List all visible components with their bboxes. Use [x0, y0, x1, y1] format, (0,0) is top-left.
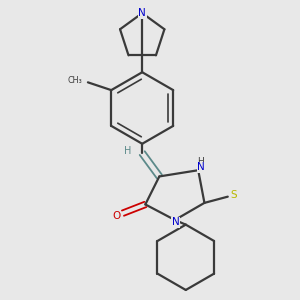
Text: N: N [138, 8, 146, 18]
Text: H: H [197, 157, 204, 166]
Text: H: H [124, 146, 131, 156]
Text: CH₃: CH₃ [68, 76, 82, 85]
Text: N: N [197, 162, 205, 172]
Text: O: O [112, 211, 121, 221]
Text: S: S [230, 190, 237, 200]
Text: N: N [172, 218, 180, 227]
